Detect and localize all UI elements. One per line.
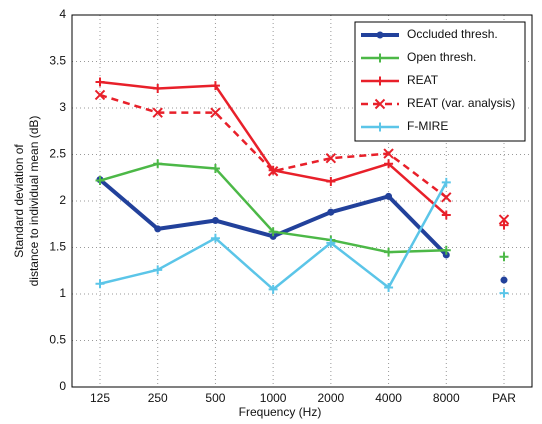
point	[384, 247, 394, 257]
point	[95, 279, 105, 289]
point	[211, 217, 219, 225]
point	[154, 225, 162, 233]
legend-label: REAT	[407, 73, 439, 87]
x-tick-label: 1000	[260, 391, 287, 405]
y-tick-label: 2.5	[49, 147, 66, 161]
x-tick-label: 125	[90, 391, 110, 405]
y-tick-label: 1.5	[49, 240, 66, 254]
point	[326, 176, 336, 186]
point	[326, 238, 336, 248]
y-tick-label: 1	[59, 286, 66, 300]
plot-frame	[71, 14, 533, 388]
point	[325, 153, 337, 164]
y-tick-label: 4	[59, 7, 66, 21]
y-axis-label: Standard deviation of	[12, 144, 26, 258]
y-tick-label: 0.5	[49, 333, 66, 347]
point	[441, 192, 452, 203]
y-tick-label: 3.5	[49, 54, 66, 68]
point	[327, 208, 335, 216]
legend-label: Occluded thresh.	[407, 27, 498, 41]
point	[210, 233, 220, 243]
point	[384, 282, 394, 292]
point	[210, 107, 221, 118]
y-tick-label: 0	[59, 379, 66, 393]
point	[269, 232, 277, 240]
point	[375, 122, 385, 132]
y-tick-label: 2	[59, 193, 66, 207]
point	[267, 166, 279, 177]
point	[499, 288, 509, 298]
point	[94, 89, 106, 101]
point	[268, 227, 278, 237]
point	[441, 245, 451, 255]
point	[384, 159, 394, 169]
x-tick-label: 8000	[433, 391, 460, 405]
point	[385, 192, 393, 200]
point	[441, 177, 451, 187]
point	[500, 276, 508, 284]
y-tick-label: 3	[59, 100, 66, 114]
point	[441, 210, 451, 220]
x-tick-label: PAR	[492, 391, 516, 405]
point	[153, 83, 163, 93]
point	[95, 77, 105, 87]
point	[499, 220, 509, 230]
x-tick-label: 250	[148, 391, 168, 405]
legend-label: F-MIRE	[407, 119, 448, 133]
point	[383, 148, 394, 159]
x-tick-label: 2000	[318, 391, 345, 405]
point	[499, 252, 509, 262]
point	[376, 31, 384, 39]
x-tick-label: 4000	[375, 391, 402, 405]
y-axis-label: distance to individual mean (dB)	[27, 116, 41, 287]
point	[375, 76, 385, 86]
point	[95, 176, 105, 186]
legend-label: REAT (var. analysis)	[407, 96, 515, 110]
point	[153, 159, 163, 169]
point	[374, 98, 386, 110]
point	[375, 53, 385, 63]
point	[442, 251, 450, 259]
legend-label: Open thresh.	[407, 50, 476, 64]
point	[268, 284, 278, 294]
x-tick-label: 500	[205, 391, 225, 405]
point	[152, 107, 163, 118]
x-axis-label: Frequency (Hz)	[239, 405, 322, 419]
point	[210, 163, 220, 173]
point	[498, 214, 510, 225]
point	[153, 265, 163, 275]
point	[210, 81, 220, 91]
